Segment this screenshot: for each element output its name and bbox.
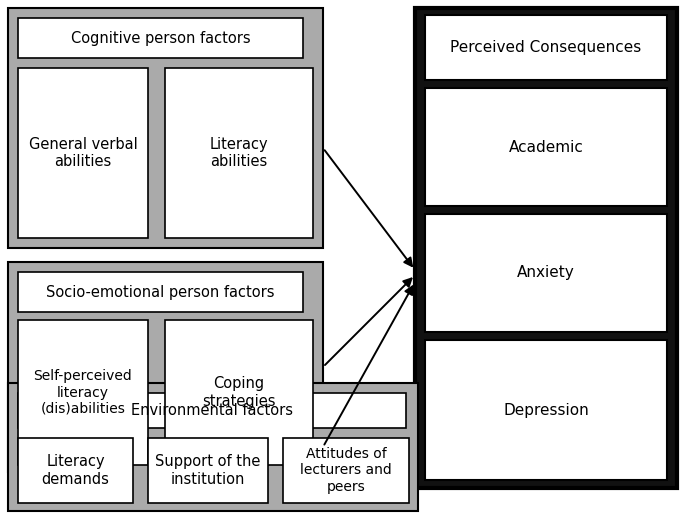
Bar [425, 15, 667, 80]
Bar [18, 320, 148, 465]
Bar [165, 68, 313, 238]
Bar [148, 438, 268, 503]
Bar [18, 438, 133, 503]
Bar [8, 383, 418, 511]
Text: Literacy
abilities: Literacy abilities [210, 137, 269, 169]
Bar [415, 8, 677, 488]
Bar [18, 68, 148, 238]
Text: Literacy
demands: Literacy demands [42, 454, 110, 487]
Text: Cognitive person factors: Cognitive person factors [71, 31, 250, 45]
Bar [8, 262, 323, 472]
Text: General verbal
abilities: General verbal abilities [29, 137, 138, 169]
Text: Self-perceived
literacy
(dis)abilities: Self-perceived literacy (dis)abilities [34, 369, 132, 415]
Text: Perceived Consequences: Perceived Consequences [450, 40, 642, 55]
Bar [425, 214, 667, 332]
Text: Support of the
institution: Support of the institution [155, 454, 261, 487]
Text: Coping
strategies: Coping strategies [202, 376, 276, 409]
Bar [425, 88, 667, 206]
Bar [425, 340, 667, 480]
Text: Socio-emotional person factors: Socio-emotional person factors [47, 284, 275, 300]
Bar [18, 272, 303, 312]
Text: Anxiety: Anxiety [517, 266, 575, 280]
Text: Environmental factors: Environmental factors [131, 403, 293, 418]
Bar [165, 320, 313, 465]
Text: Academic: Academic [508, 139, 584, 154]
Text: Depression: Depression [503, 402, 589, 418]
Bar [18, 18, 303, 58]
Bar [18, 393, 406, 428]
Bar [8, 8, 323, 248]
Text: Attitudes of
lecturers and
peers: Attitudes of lecturers and peers [300, 447, 392, 493]
Bar [283, 438, 409, 503]
